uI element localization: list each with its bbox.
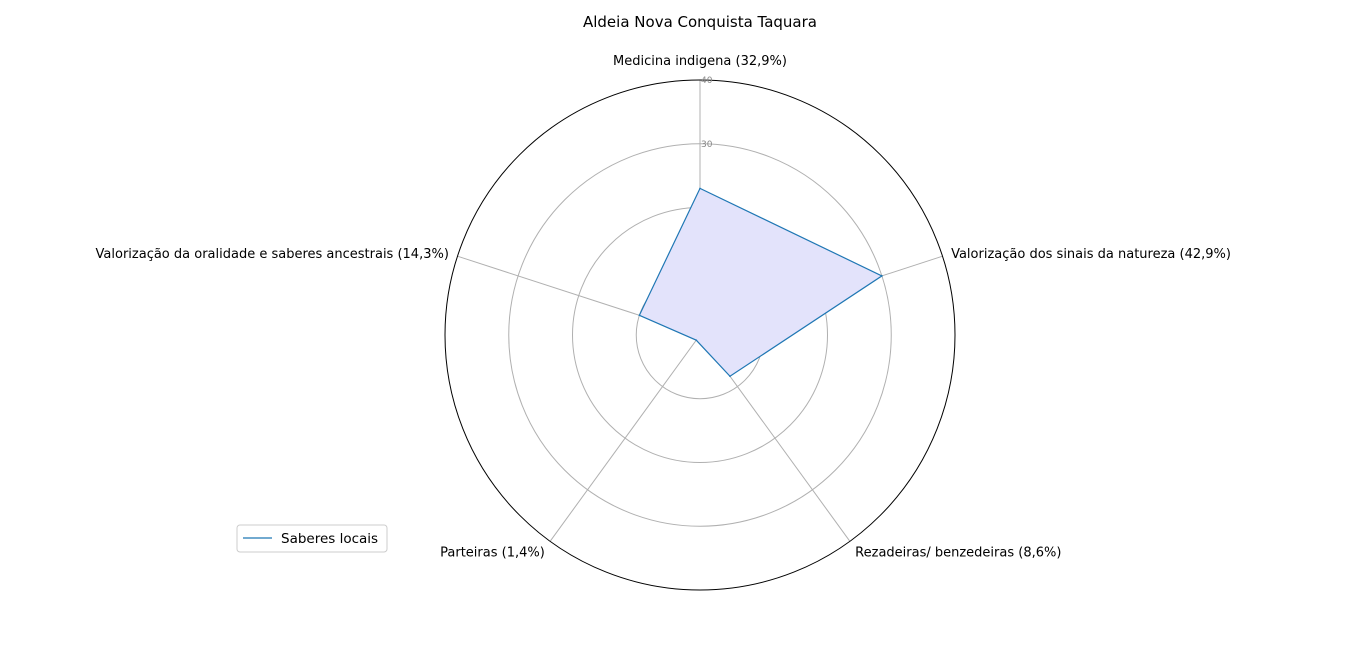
radial-tick-label-30: 30: [701, 140, 713, 150]
category-label-rezadeiras-benzedeiras-8-6: Rezadeiras/ benzedeiras (8,6%): [855, 546, 1061, 561]
outer-frame-circle: [444, 79, 956, 591]
axis-labels: Medicina indigena (32,9%) Valorização dos…: [96, 54, 1231, 561]
category-label-medicina-indigena-32-9: Medicina indigena (32,9%): [613, 54, 787, 69]
chart-title: Aldeia Nova Conquista Taquara: [583, 13, 817, 31]
data-point-valorizacao-dos-sinais-da-natureza-42-9: [881, 275, 883, 277]
data-point-parteiras-1-4: [695, 339, 698, 341]
series-line-saberes-locais: [638, 187, 884, 378]
legend-box: [236, 524, 388, 553]
radial-tick-label-40: 40: [701, 76, 713, 86]
data-point-valorizacao-da-oralidade-e-saberes-ancestrais-14-3: [638, 314, 641, 317]
data-point-rezadeiras-benzedeiras-8-6: [729, 375, 731, 378]
legend-label-saberes-locais: Saberes locais: [281, 531, 378, 547]
series-layer: [638, 187, 884, 378]
series-area-saberes-locais: [639, 188, 882, 377]
category-label-valorizacao-da-oralidade-e-saberes-ancestrais-14-3: Valorização da oralidade e saberes ances…: [96, 247, 449, 262]
spoke-parteiras-1-4: [549, 334, 701, 542]
category-label-valorizacao-dos-sinais-da-natureza-42-9: Valorização dos sinais da natureza (42,9…: [951, 247, 1231, 262]
data-point-medicina-indigena-32-9: [699, 187, 701, 190]
category-label-parteiras-1-4: Parteiras (1,4%): [440, 546, 545, 561]
legend: Saberes locais: [236, 524, 388, 553]
